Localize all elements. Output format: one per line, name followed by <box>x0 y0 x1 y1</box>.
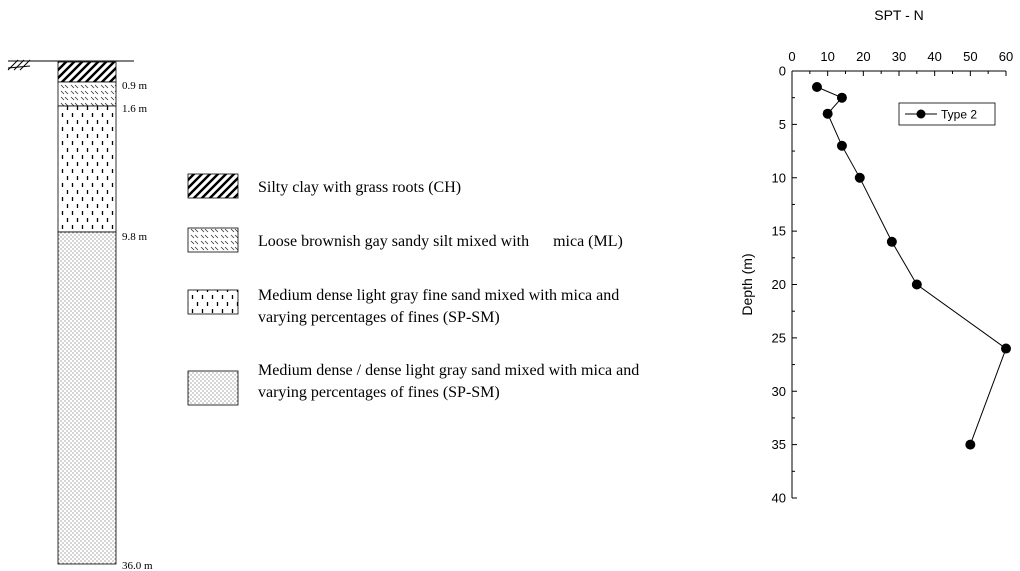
swatch-sp-sm <box>187 370 239 406</box>
data-point <box>1001 343 1011 354</box>
spt-chart: SPT - N Depth (m) 0 10 20 30 40 50 60 0 5 10 15 20 2… <box>739 7 1013 506</box>
swatch-sp-sm-fine <box>187 289 239 315</box>
swatch-ml <box>187 227 239 253</box>
layer-sp-sm-fine <box>57 105 117 233</box>
y-tick-label: 20 <box>772 277 786 292</box>
ground-hatch-icon <box>7 59 31 71</box>
x-tick-label: 10 <box>820 49 834 64</box>
y-tick-label: 0 <box>779 64 786 79</box>
data-point <box>886 236 897 247</box>
legend-text-ml: Loose brownish gay sandy silt mixed with… <box>258 233 623 250</box>
legend-item-sp-sm: Medium dense / dense light gray sand mix… <box>187 362 639 406</box>
data-point <box>836 92 847 103</box>
y-tick-label: 15 <box>772 224 786 239</box>
y-tick-label: 25 <box>772 330 786 345</box>
swatch-ch <box>187 173 239 199</box>
legend-text-ch: Silty clay with grass roots (CH) <box>258 179 461 196</box>
layer-ml <box>57 81 117 107</box>
series-line-type-2 <box>816 86 1007 445</box>
y-tick-label: 30 <box>772 384 786 399</box>
legend-text-sp-sm-fine-line1: Medium dense light gray fine sand mixed … <box>258 287 619 304</box>
y-tick-label: 35 <box>772 437 786 452</box>
legend-text-sp-sm-fine-line2: varying percentages of fines (SP-SM) <box>258 309 500 326</box>
legend-item-ch: Silty clay with grass roots (CH) <box>187 173 461 199</box>
data-point <box>836 140 847 151</box>
series-markers <box>811 82 1011 450</box>
legend-text-sp-sm-line1: Medium dense / dense light gray sand mix… <box>258 362 639 379</box>
x-tick-label: 20 <box>856 49 870 64</box>
chart-legend-frame <box>898 102 996 126</box>
x-tick-label: 30 <box>892 49 906 64</box>
x-tick-label: 0 <box>788 49 795 64</box>
layer-sp-sm <box>57 231 117 565</box>
data-point <box>822 108 833 119</box>
depth-label-36-0: 36.0 m <box>122 560 153 571</box>
legend-item-sp-sm-fine: Medium dense light gray fine sand mixed … <box>187 287 619 326</box>
data-point <box>965 439 976 450</box>
x-tick-label: 40 <box>927 49 941 64</box>
legend-text-sp-sm-line2: varying percentages of fines (SP-SM) <box>258 384 500 401</box>
layer-ch <box>57 61 117 83</box>
borehole-log: 0.9 m 1.6 m 9.8 m 36.0 m <box>7 59 153 571</box>
chart-title: SPT - N <box>874 7 924 23</box>
y-axis-label: Depth (m) <box>739 253 755 315</box>
legend-series-name: Type 2 <box>941 108 977 122</box>
legend-item-ml: Loose brownish gay sandy silt mixed with… <box>187 227 623 253</box>
depth-label-9-8: 9.8 m <box>122 231 148 243</box>
y-tick-label: 10 <box>772 170 786 185</box>
legend-marker-icon <box>916 109 926 119</box>
x-tick-label: 60 <box>999 49 1013 64</box>
data-point <box>911 279 922 290</box>
x-tick-label: 50 <box>963 49 977 64</box>
y-tick-label: 5 <box>779 117 786 132</box>
depth-label-0-9: 0.9 m <box>122 80 148 92</box>
soil-legend: Silty clay with grass roots (CH) Loose b… <box>187 173 639 406</box>
data-point <box>854 172 865 183</box>
chart-legend: Type 2 <box>898 102 996 126</box>
axis-ticks: 0 10 20 30 40 50 60 0 5 10 15 20 25 30 35 40 <box>772 49 1014 506</box>
data-point <box>811 82 822 93</box>
y-tick-label: 40 <box>772 491 786 506</box>
depth-label-1-6: 1.6 m <box>122 103 148 115</box>
